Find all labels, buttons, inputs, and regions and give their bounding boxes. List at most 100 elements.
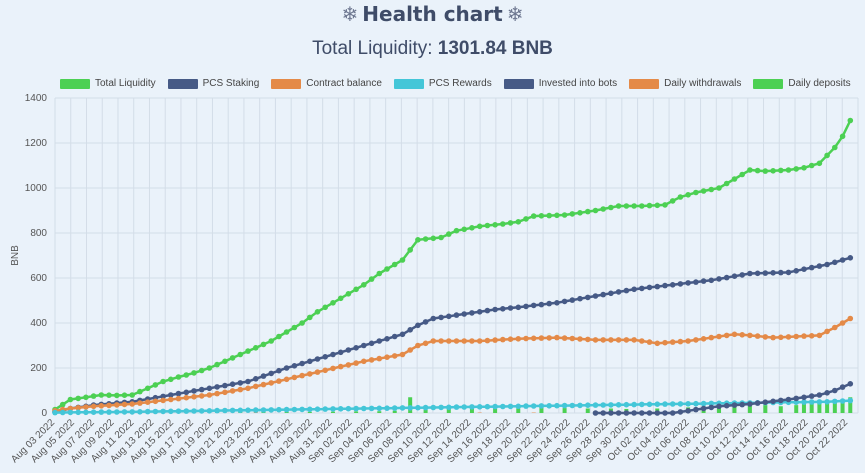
point-contract-balance [615, 337, 622, 343]
point-contract-balance [754, 333, 761, 339]
point-pcs-staking [160, 393, 166, 400]
point-invested-into-bots [793, 395, 799, 402]
point-contract-balance [160, 397, 166, 404]
point-pcs-staking [770, 270, 776, 276]
point-total-liquidity [245, 348, 251, 354]
point-pcs-rewards [299, 406, 305, 413]
legend-item-daily-withdrawals[interactable]: Daily withdrawals [629, 78, 741, 89]
point-pcs-staking [646, 284, 653, 291]
point-contract-balance [631, 337, 637, 343]
point-total-liquidity [530, 213, 537, 219]
legend-label: PCS Staking [202, 78, 260, 89]
point-total-liquidity [801, 165, 807, 171]
point-pcs-rewards [453, 404, 460, 410]
point-invested-into-bots [654, 410, 661, 416]
point-total-liquidity [824, 152, 830, 159]
point-pcs-rewards [384, 405, 390, 412]
point-pcs-staking [253, 376, 259, 382]
point-pcs-staking [554, 300, 560, 306]
legend-item-pcs-staking[interactable]: PCS Staking [167, 78, 260, 89]
point-contract-balance [654, 340, 661, 347]
point-pcs-rewards [283, 406, 290, 413]
point-contract-balance [708, 334, 715, 341]
point-total-liquidity [669, 198, 676, 204]
point-total-liquidity [839, 133, 846, 140]
point-invested-into-bots [677, 409, 684, 415]
point-total-liquidity [693, 189, 699, 196]
legend-swatch [393, 78, 424, 89]
point-invested-into-bots [662, 410, 668, 416]
point-pcs-staking [600, 291, 606, 298]
point-invested-into-bots [646, 410, 653, 416]
legend-item-contract-balance[interactable]: Contract balance [271, 78, 382, 89]
point-contract-balance [98, 403, 105, 409]
point-total-liquidity [515, 219, 522, 225]
point-pcs-staking [376, 338, 383, 344]
point-total-liquidity [222, 358, 228, 365]
bar-daily-deposits [832, 399, 837, 413]
point-pcs-rewards [669, 401, 676, 407]
point-pcs-rewards [554, 402, 560, 409]
point-invested-into-bots [608, 410, 614, 416]
point-contract-balance [83, 404, 89, 410]
point-contract-balance [500, 336, 506, 343]
point-total-liquidity [399, 257, 406, 263]
point-contract-balance [554, 334, 560, 341]
legend-item-invested-into-bots[interactable]: Invested into bots [503, 78, 617, 89]
point-invested-into-bots [747, 401, 753, 407]
point-total-liquidity [83, 394, 89, 401]
point-pcs-staking [639, 285, 645, 292]
legend-swatch [60, 78, 90, 89]
bar-daily-deposits [763, 405, 768, 413]
point-total-liquidity [716, 185, 722, 191]
point-pcs-rewards [276, 406, 282, 413]
point-total-liquidity [121, 392, 128, 399]
point-pcs-staking [291, 363, 298, 369]
title-text: Health chart [362, 2, 503, 26]
point-pcs-rewards [523, 403, 529, 409]
point-pcs-staking [430, 315, 437, 322]
point-total-liquidity [384, 266, 390, 272]
point-total-liquidity [98, 392, 105, 398]
point-pcs-staking [631, 286, 637, 293]
point-pcs-staking [168, 392, 174, 398]
legend-item-total-liquidity[interactable]: Total Liquidity [60, 78, 156, 89]
point-pcs-staking [500, 306, 506, 312]
point-total-liquidity [747, 167, 753, 173]
point-pcs-rewards [600, 402, 606, 408]
point-pcs-rewards [183, 408, 190, 414]
point-pcs-rewards [700, 400, 707, 407]
point-pcs-staking [337, 349, 344, 356]
legend-label: Daily deposits [788, 78, 851, 89]
point-pcs-rewards [237, 407, 244, 414]
point-invested-into-bots [615, 410, 622, 416]
point-contract-balance [639, 338, 645, 344]
bar-daily-deposits [732, 405, 737, 413]
point-invested-into-bots [731, 402, 738, 408]
point-contract-balance [399, 351, 406, 358]
point-total-liquidity [291, 324, 298, 331]
point-total-liquidity [700, 188, 707, 194]
point-contract-balance [600, 337, 606, 343]
point-pcs-rewards [500, 403, 506, 410]
point-pcs-rewards [330, 406, 336, 412]
point-pcs-staking [592, 293, 599, 299]
bar-daily-deposits [377, 411, 382, 413]
point-total-liquidity [253, 345, 259, 351]
legend-item-daily-deposits[interactable]: Daily deposits [753, 78, 851, 89]
point-pcs-rewards [577, 402, 583, 409]
point-total-liquidity [785, 167, 792, 173]
point-pcs-rewards [144, 408, 151, 415]
point-pcs-rewards [646, 401, 653, 408]
point-contract-balance [438, 338, 444, 344]
point-total-liquidity [446, 231, 452, 237]
point-contract-balance [229, 388, 236, 394]
point-total-liquidity [662, 202, 668, 208]
legend-item-pcs-rewards[interactable]: PCS Rewards [393, 78, 492, 89]
point-pcs-rewards [847, 397, 854, 404]
point-pcs-rewards [407, 405, 414, 411]
point-total-liquidity [260, 341, 267, 348]
point-total-liquidity [368, 276, 375, 282]
point-total-liquidity [793, 166, 799, 172]
point-pcs-rewards [415, 404, 421, 411]
